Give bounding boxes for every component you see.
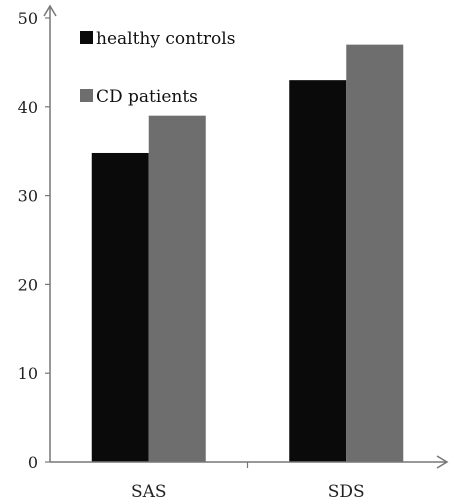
y-tick-label: 10	[18, 364, 38, 383]
axes	[43, 4, 449, 469]
bar-healthy-controls-sas	[91, 152, 149, 462]
x-category-label: SDS	[328, 482, 365, 502]
x-axis-arrow	[436, 455, 449, 469]
legend-swatch	[80, 89, 93, 102]
y-axis-ticks: 0 10 20 30 40 50	[18, 9, 50, 472]
x-category-label: SAS	[131, 482, 167, 502]
bar-cd-patients-sas	[148, 115, 206, 463]
legend: healthy controls CD patients	[80, 29, 235, 107]
y-tick-label: 50	[18, 9, 38, 28]
bar-healthy-controls-sds	[289, 80, 347, 462]
x-axis-labels: SAS SDS	[131, 462, 365, 502]
y-tick-label: 40	[18, 98, 38, 117]
bars	[91, 44, 404, 463]
y-axis-arrow	[43, 4, 57, 17]
y-tick-label: 0	[28, 453, 38, 472]
legend-swatch	[80, 31, 93, 44]
bar-cd-patients-sds	[346, 44, 404, 462]
y-tick-label: 20	[18, 275, 38, 294]
legend-label: CD patients	[96, 87, 198, 107]
legend-label: healthy controls	[96, 29, 235, 49]
y-tick-label: 30	[18, 187, 38, 206]
